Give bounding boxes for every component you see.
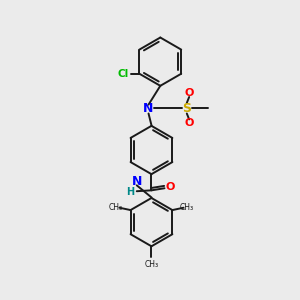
- Text: CH₃: CH₃: [180, 203, 194, 212]
- Text: CH₃: CH₃: [144, 260, 158, 268]
- Text: CH₃: CH₃: [109, 203, 123, 212]
- Text: O: O: [184, 88, 194, 98]
- Text: O: O: [184, 118, 194, 128]
- Text: Cl: Cl: [118, 69, 129, 79]
- Text: O: O: [165, 182, 174, 192]
- Text: N: N: [132, 175, 142, 188]
- Text: H: H: [126, 187, 134, 197]
- Text: S: S: [182, 102, 191, 115]
- Text: N: N: [143, 102, 154, 115]
